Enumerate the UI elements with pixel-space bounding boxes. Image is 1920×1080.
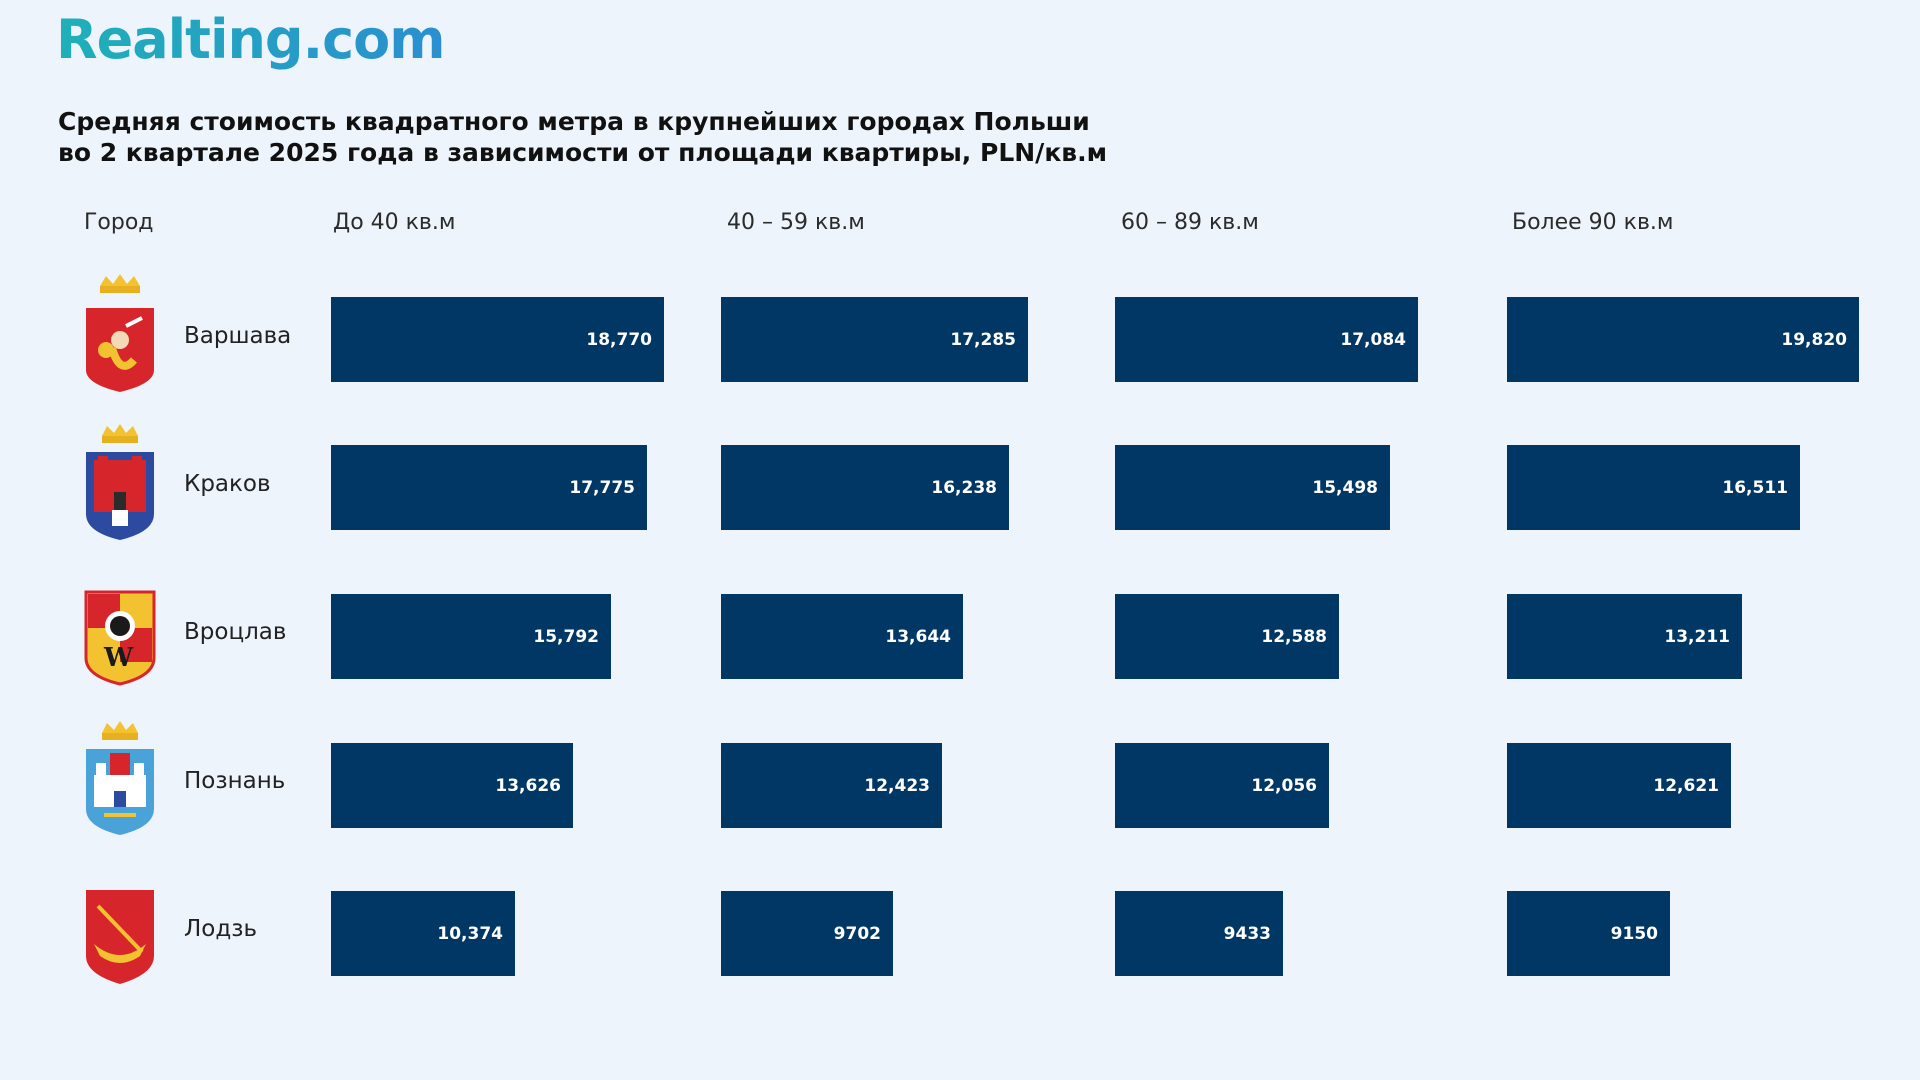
column-header-60-89: 60 – 89 кв.м bbox=[1121, 210, 1259, 235]
bar-value-label: 9433 bbox=[1223, 923, 1271, 944]
bar-lodz-over-90: 9150 bbox=[1507, 891, 1670, 976]
bar-wroclaw-under-40: 15,792 bbox=[331, 594, 611, 679]
bar-lodz-40-59: 9702 bbox=[721, 891, 893, 976]
bar-wroclaw-over-90: 13,211 bbox=[1507, 594, 1742, 679]
wroclaw-crest-icon: W bbox=[84, 590, 156, 686]
bar-krakow-over-90: 16,511 bbox=[1507, 445, 1800, 530]
chart-title: Средняя стоимость квадратного метра в кр… bbox=[58, 106, 1258, 168]
bar-wroclaw-40-59: 13,644 bbox=[721, 594, 963, 679]
column-header-over-90: Более 90 кв.м bbox=[1512, 210, 1674, 235]
bar-value-label: 18,770 bbox=[586, 329, 652, 350]
bar-value-label: 19,820 bbox=[1781, 329, 1847, 350]
bar-poznan-40-59: 12,423 bbox=[721, 743, 942, 828]
bar-value-label: 12,621 bbox=[1653, 775, 1719, 796]
bar-krakow-40-59: 16,238 bbox=[721, 445, 1009, 530]
bar-value-label: 12,423 bbox=[864, 775, 930, 796]
chart-title-line-2: во 2 квартале 2025 года в зависимости от… bbox=[58, 138, 1108, 167]
svg-text:W: W bbox=[103, 643, 134, 673]
bar-value-label: 9150 bbox=[1610, 923, 1658, 944]
krakow-crest-icon bbox=[86, 424, 154, 540]
column-header-40-59: 40 – 59 кв.м bbox=[727, 210, 865, 235]
chart-title-line-1: Средняя стоимость квадратного метра в кр… bbox=[58, 107, 1090, 136]
bar-poznan-under-40: 13,626 bbox=[331, 743, 573, 828]
city-label-krakow: Краков bbox=[184, 471, 271, 497]
bar-warsaw-under-40: 18,770 bbox=[331, 297, 664, 382]
warsaw-crest-icon bbox=[86, 274, 154, 392]
city-label-wroclaw: Вроцлав bbox=[184, 619, 287, 645]
bar-krakow-60-89: 15,498 bbox=[1115, 445, 1390, 530]
bar-value-label: 16,238 bbox=[931, 477, 997, 498]
bar-value-label: 12,588 bbox=[1261, 626, 1327, 647]
bar-value-label: 13,626 bbox=[495, 775, 561, 796]
bar-wroclaw-60-89: 12,588 bbox=[1115, 594, 1339, 679]
bar-value-label: 13,211 bbox=[1664, 626, 1730, 647]
bar-poznan-60-89: 12,056 bbox=[1115, 743, 1329, 828]
city-label-lodz: Лодзь bbox=[184, 916, 258, 942]
poznan-crest-icon bbox=[86, 721, 154, 835]
column-header-under-40: До 40 кв.м bbox=[333, 210, 456, 235]
bar-warsaw-60-89: 17,084 bbox=[1115, 297, 1418, 382]
bar-value-label: 13,644 bbox=[885, 626, 951, 647]
bar-warsaw-over-90: 19,820 bbox=[1507, 297, 1859, 382]
lodz-crest-icon bbox=[86, 890, 154, 984]
city-label-warsaw: Варшава bbox=[184, 323, 292, 349]
bar-lodz-under-40: 10,374 bbox=[331, 891, 515, 976]
bar-value-label: 17,285 bbox=[950, 329, 1016, 350]
realting-logo[interactable]: Realting.com bbox=[56, 8, 445, 71]
bar-value-label: 17,775 bbox=[569, 477, 635, 498]
bar-value-label: 15,498 bbox=[1312, 477, 1378, 498]
bar-poznan-over-90: 12,621 bbox=[1507, 743, 1731, 828]
bar-krakow-under-40: 17,775 bbox=[331, 445, 647, 530]
column-header-city: Город bbox=[84, 210, 154, 235]
bar-value-label: 10,374 bbox=[437, 923, 503, 944]
bar-warsaw-40-59: 17,285 bbox=[721, 297, 1028, 382]
bar-value-label: 17,084 bbox=[1340, 329, 1406, 350]
bar-value-label: 9702 bbox=[833, 923, 881, 944]
city-label-poznan: Познань bbox=[184, 768, 286, 794]
bar-value-label: 16,511 bbox=[1722, 477, 1788, 498]
bar-lodz-60-89: 9433 bbox=[1115, 891, 1283, 976]
bar-value-label: 12,056 bbox=[1251, 775, 1317, 796]
bar-value-label: 15,792 bbox=[533, 626, 599, 647]
